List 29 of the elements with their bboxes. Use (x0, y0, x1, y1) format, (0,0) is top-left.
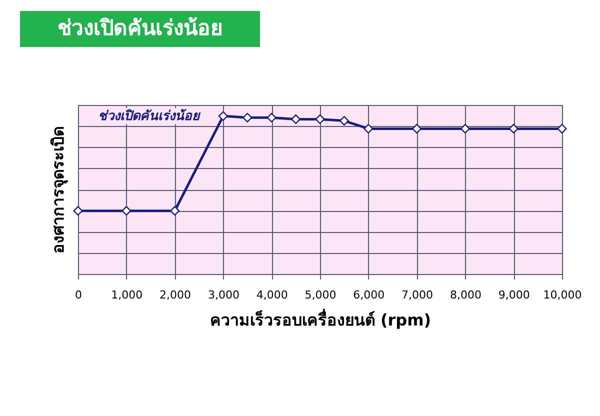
point (557, 124, 567, 134)
series-label: ช่วงเปิดคันเร่งน้อย (98, 108, 201, 124)
point (291, 114, 301, 124)
point (460, 124, 470, 134)
x-tick-label: 10,000 (543, 288, 582, 302)
point (122, 206, 132, 216)
point (508, 124, 518, 134)
x-tick-label: 8,000 (450, 288, 482, 302)
chart-title: ช่วงเปิดคันเร่งน้อย (58, 16, 222, 40)
point (170, 206, 180, 216)
x-axis-title: ความเร็วรอบเครื่องยนต์ (rpm) (210, 308, 432, 330)
x-tick-label: 4,000 (256, 288, 288, 302)
point (315, 114, 325, 124)
x-tick-label: 5,000 (304, 288, 336, 302)
y-axis-title: องศาการจุดระเบิด (48, 126, 68, 254)
x-tick-label: 6,000 (353, 288, 385, 302)
point (412, 124, 422, 134)
point (339, 116, 349, 126)
x-tick-label: 2,000 (160, 288, 192, 302)
x-tick-label: 9,000 (498, 288, 530, 302)
x-tick-label: 0 (75, 288, 82, 302)
point (73, 206, 83, 216)
x-tick-label: 1,000 (111, 288, 143, 302)
point (218, 111, 228, 121)
point (242, 112, 252, 122)
x-tick-label: 7,000 (402, 288, 434, 302)
point (266, 112, 276, 122)
point (364, 124, 374, 134)
x-tick-label: 3,000 (208, 288, 240, 302)
